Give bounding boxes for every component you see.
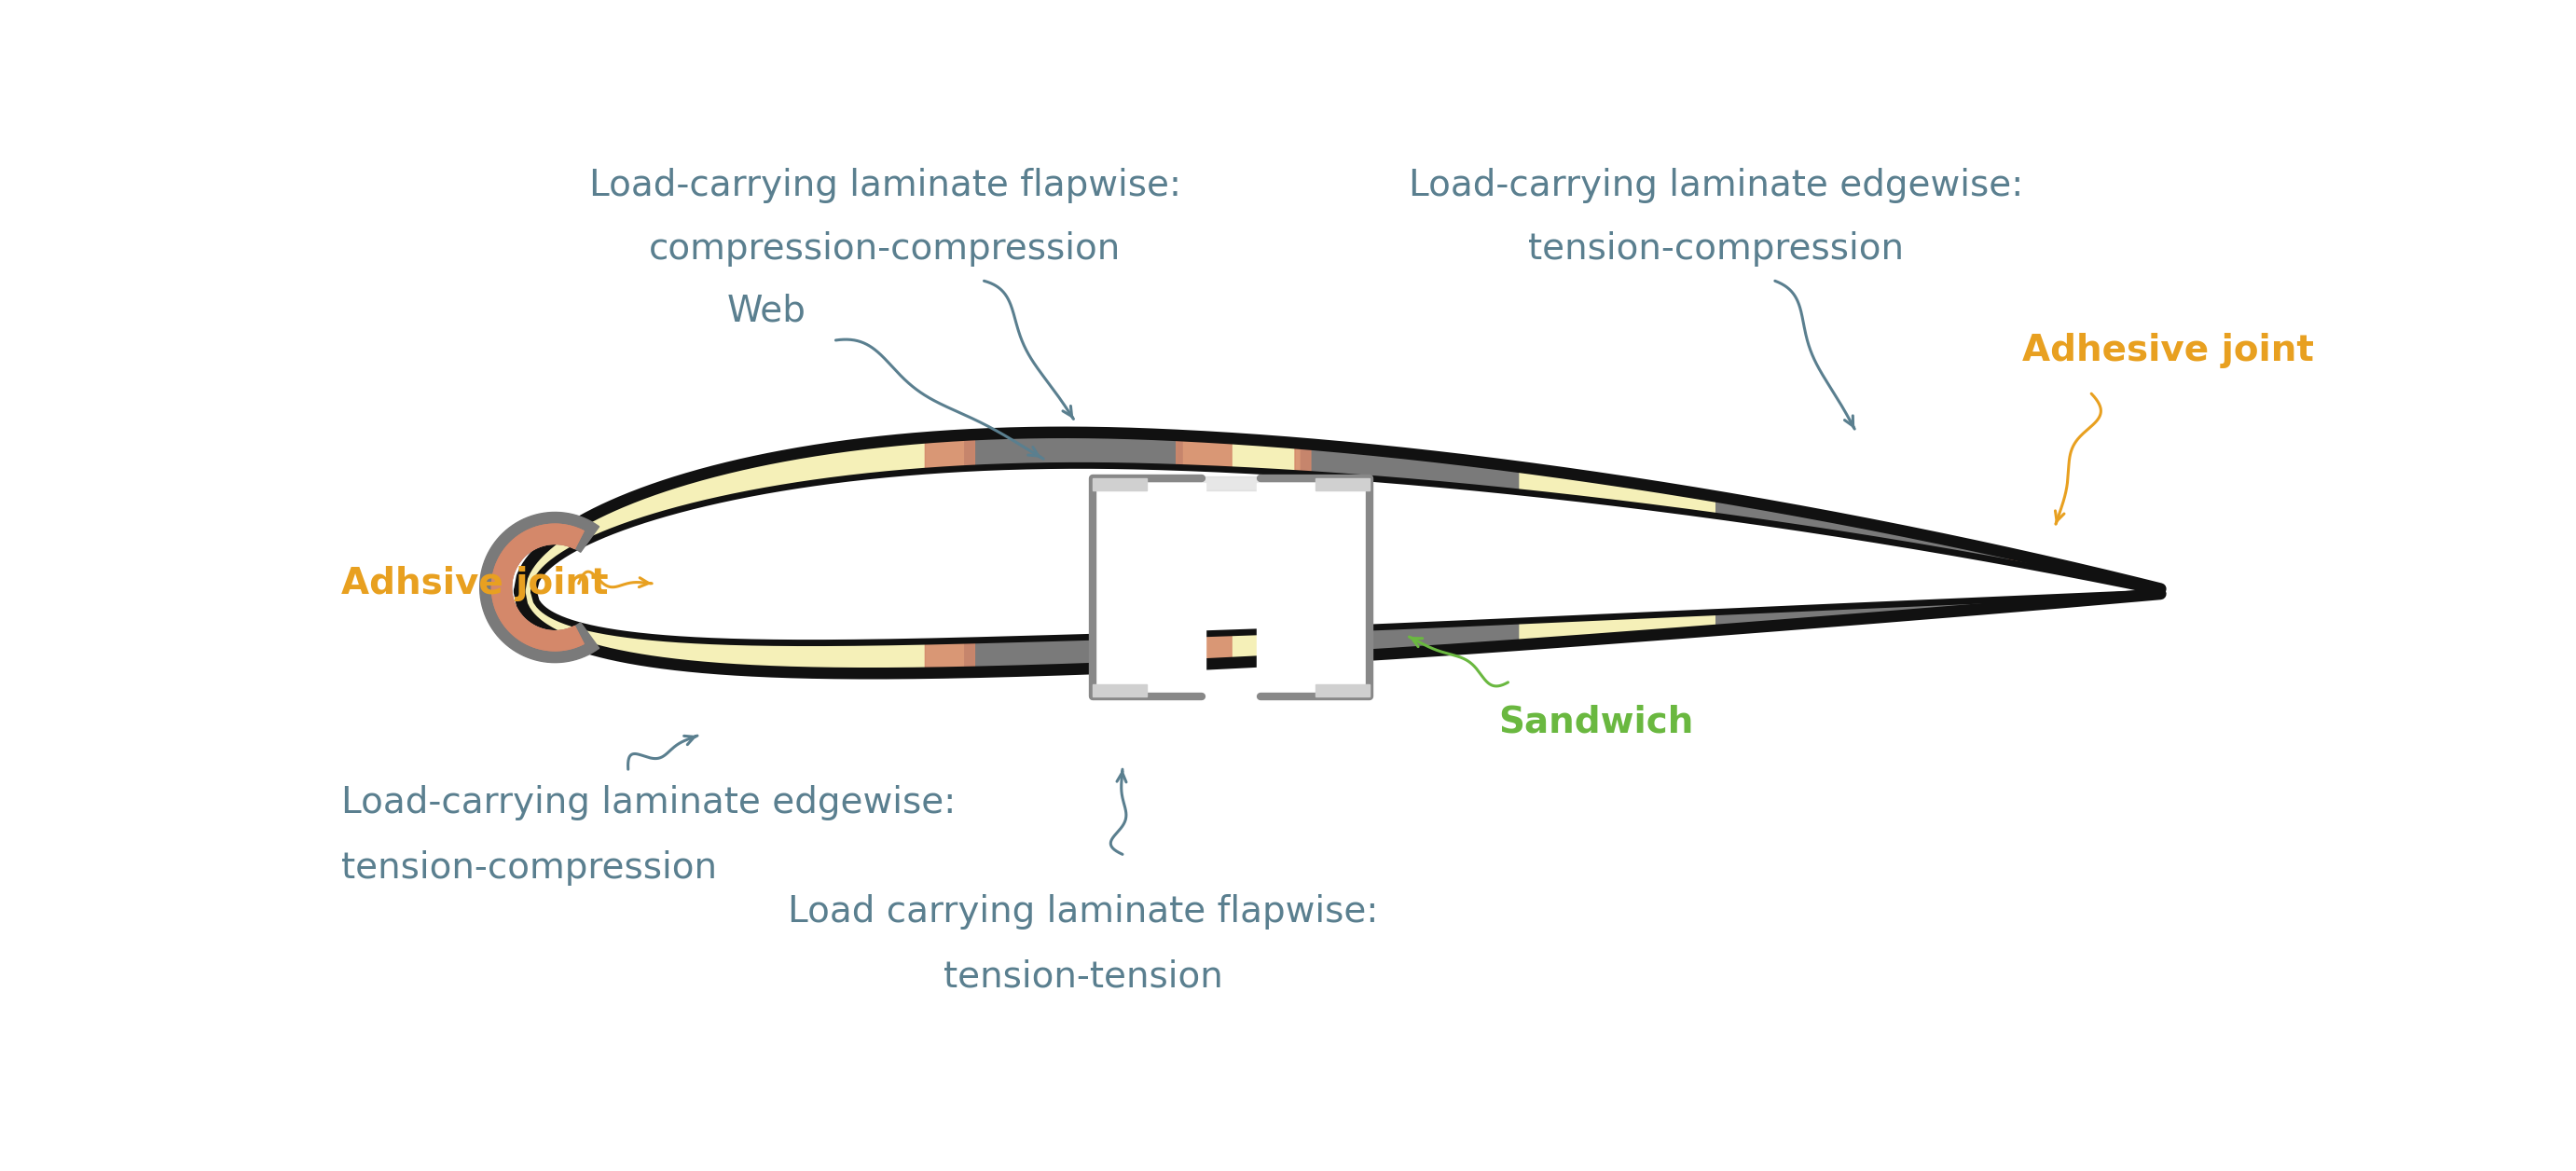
Polygon shape xyxy=(492,525,585,651)
Text: tension-tension: tension-tension xyxy=(943,959,1224,994)
Polygon shape xyxy=(1092,684,1146,696)
Text: Adhesive joint: Adhesive joint xyxy=(2022,333,2313,368)
Polygon shape xyxy=(520,432,2161,673)
Text: Sandwich: Sandwich xyxy=(1499,704,1692,740)
Text: tension-compression: tension-compression xyxy=(343,850,716,885)
Polygon shape xyxy=(533,466,2148,643)
Polygon shape xyxy=(479,512,600,663)
Polygon shape xyxy=(1257,482,1370,692)
Polygon shape xyxy=(1092,482,1206,692)
Polygon shape xyxy=(1092,477,1370,491)
Polygon shape xyxy=(1316,684,1370,696)
Polygon shape xyxy=(1092,479,1146,491)
Polygon shape xyxy=(492,525,585,651)
Text: tension-compression: tension-compression xyxy=(1528,232,1904,267)
Text: Load-carrying laminate edgewise:: Load-carrying laminate edgewise: xyxy=(1409,169,2022,204)
Text: Load-carrying laminate flapwise:: Load-carrying laminate flapwise: xyxy=(590,169,1182,204)
Text: Load carrying laminate flapwise:: Load carrying laminate flapwise: xyxy=(788,893,1378,930)
Text: Adhsive joint: Adhsive joint xyxy=(343,566,608,601)
Text: compression-compression: compression-compression xyxy=(649,232,1121,267)
Polygon shape xyxy=(1316,479,1370,491)
Text: Web: Web xyxy=(726,293,806,328)
Text: Load-carrying laminate edgewise:: Load-carrying laminate edgewise: xyxy=(343,785,956,821)
